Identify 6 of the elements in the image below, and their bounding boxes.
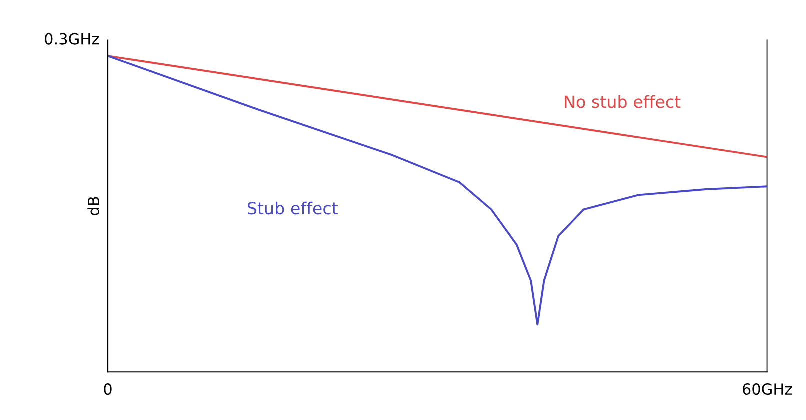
x-tick-label: 60GHz — [742, 384, 792, 396]
x-tick-label: 0 — [104, 384, 112, 396]
series-label: No stub effect — [565, 95, 681, 108]
annotation: 0.3GHz — [45, 33, 100, 45]
y-axis-title: dB — [88, 197, 100, 216]
text: Stub effect — [248, 202, 338, 215]
